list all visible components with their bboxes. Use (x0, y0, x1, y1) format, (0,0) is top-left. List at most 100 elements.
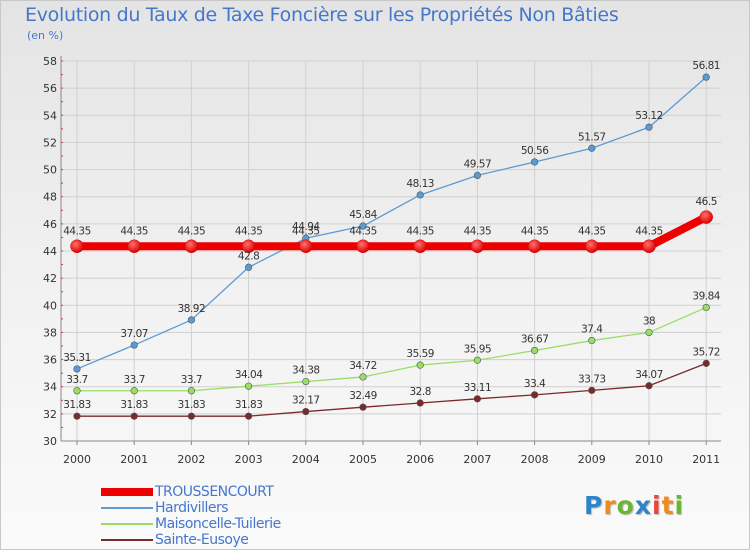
data-point (416, 399, 424, 407)
logo-letter: P (584, 491, 604, 520)
data-point (588, 386, 596, 394)
data-label: 50.56 (521, 145, 549, 157)
chart-title: Evolution du Taux de Taxe Foncière sur l… (25, 4, 619, 26)
data-point (416, 361, 424, 369)
data-label: 44.35 (464, 225, 492, 237)
data-point (187, 412, 195, 420)
data-label: 38.92 (178, 303, 206, 315)
data-point (585, 239, 599, 253)
data-label: 49.57 (464, 158, 492, 170)
y-tick-label: 40 (43, 299, 57, 312)
data-point (588, 144, 596, 152)
logo-letter: i (652, 491, 662, 520)
data-point (699, 210, 713, 224)
legend-swatch (101, 539, 153, 541)
data-label: 48.13 (406, 178, 434, 190)
data-label: 33.7 (181, 374, 202, 386)
y-tick-label: 56 (43, 82, 57, 95)
x-tick-label: 2001 (120, 453, 148, 466)
data-point (530, 346, 539, 355)
x-tick-label: 2011 (692, 453, 720, 466)
y-tick-label: 32 (43, 408, 57, 421)
y-tick-label: 42 (43, 272, 57, 285)
x-tick-label: 2009 (578, 453, 606, 466)
data-label: 31.83 (235, 399, 263, 411)
data-label: 32.8 (410, 386, 431, 398)
data-point (473, 356, 482, 364)
axes: 30 32 34 36 38 40 42 44 46 48 50 52 54 56 58 2000 2001 20… (43, 55, 721, 466)
data-label: 33.73 (578, 373, 606, 385)
data-point (302, 407, 310, 416)
data-point (416, 191, 424, 199)
data-label: 42.8 (238, 250, 259, 262)
legend-label: Hardivillers (155, 500, 229, 516)
data-point (473, 395, 482, 403)
data-label: 35.59 (406, 348, 434, 360)
data-label: 44.35 (578, 225, 606, 237)
x-tick-label: 2004 (292, 453, 320, 466)
data-label: 33.7 (66, 374, 87, 386)
y-tick-label: 52 (43, 136, 57, 149)
data-point (127, 239, 141, 253)
data-label: 37.4 (581, 324, 603, 336)
x-tick-label: 2008 (521, 453, 549, 466)
data-point (470, 239, 485, 253)
data-label: 44.94 (292, 221, 320, 233)
data-point (359, 222, 367, 230)
legend-label: TROUSSENCOURT (155, 484, 274, 500)
unit-label: (en %) (27, 29, 64, 42)
x-tick-label: 2006 (406, 453, 434, 466)
data-label: 34.38 (292, 365, 320, 377)
y-tick-label: 58 (43, 55, 57, 68)
logo-letter: r (603, 491, 617, 520)
data-point (130, 341, 138, 349)
x-tick-label: 2002 (177, 453, 205, 466)
data-labels: 44.35 44.35 44.35 44.35 44.35 44.35 44.35 44.35… (63, 60, 721, 411)
data-label: 56.81 (692, 60, 720, 72)
data-point (245, 412, 253, 420)
data-point (187, 387, 195, 395)
logo-letter: t (661, 491, 675, 520)
legend-label: Maisoncelle-Tuilerie (155, 516, 281, 532)
data-point (702, 73, 710, 81)
data-label: 32.49 (349, 390, 377, 402)
legend-label: Sainte-Eusoye (155, 532, 249, 548)
data-label: 36.67 (521, 333, 549, 345)
data-label: 44.35 (521, 225, 549, 237)
grid (61, 60, 721, 442)
data-label: 35.95 (464, 343, 492, 355)
logo-letter: o (616, 491, 635, 520)
data-label: 44.35 (120, 225, 148, 237)
data-point (73, 412, 81, 420)
data-label: 35.31 (63, 352, 91, 364)
x-tick-label: 2005 (349, 453, 377, 466)
data-label: 33.11 (464, 382, 492, 394)
data-label: 44.35 (635, 225, 663, 237)
y-tick-label: 38 (43, 326, 57, 339)
data-label: 35.72 (692, 346, 720, 358)
data-point (184, 239, 199, 253)
data-point (530, 391, 539, 399)
logo-letter: x (634, 491, 652, 520)
y-tick-label: 48 (43, 191, 57, 204)
data-point (245, 263, 253, 271)
series (70, 73, 713, 420)
data-point (73, 365, 81, 373)
y-tick-label: 50 (43, 164, 57, 177)
data-point (645, 123, 653, 131)
data-label: 44.35 (349, 225, 377, 237)
legend-swatch (101, 523, 153, 525)
series-line-hardivillers (76, 76, 707, 370)
x-tick-label: 2003 (235, 453, 263, 466)
data-label: 44.35 (235, 225, 263, 237)
y-tick-label: 30 (43, 435, 57, 448)
data-label: 34.07 (635, 369, 663, 381)
data-point (530, 158, 539, 166)
data-label: 46.5 (696, 196, 717, 208)
data-point (702, 303, 710, 312)
data-label: 33.7 (124, 374, 145, 386)
data-label: 34.72 (349, 360, 377, 372)
data-point (187, 316, 195, 324)
